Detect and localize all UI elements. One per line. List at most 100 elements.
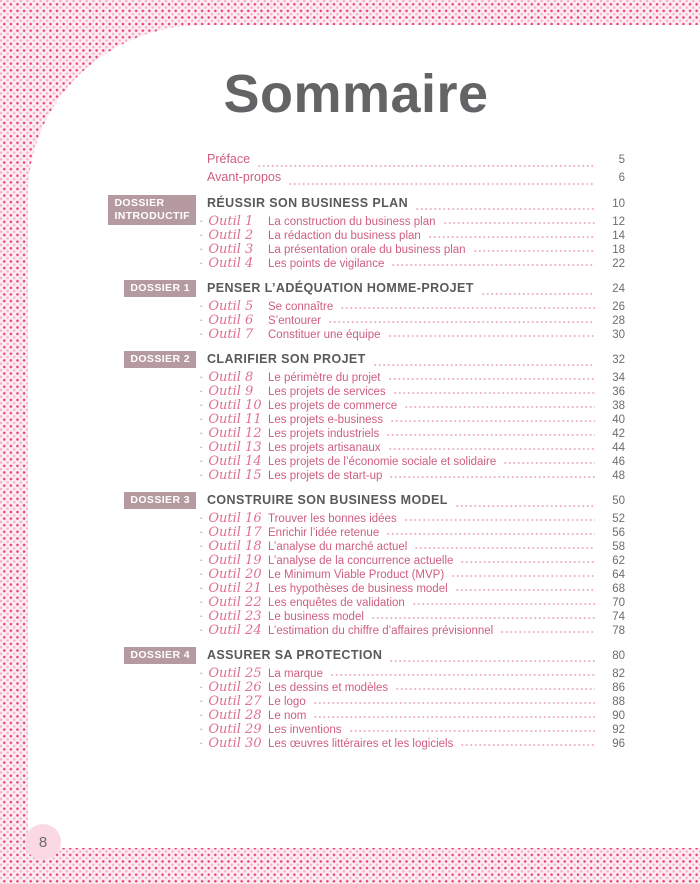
toc-entry-row: · Outil 5 Se connaître 26 [199,298,625,314]
dossier-badge-line: DOSSIER 2 [130,353,190,365]
bullet-icon: · [199,566,204,581]
entry-label: La marque [268,668,323,680]
toc-entry-row: · Outil 30 Les œuvres littéraires et les l… [199,735,625,751]
outil-cell: · Outil 25 [199,665,268,681]
leader-dots [348,729,595,733]
outil-cell: · Outil 11 [199,411,268,427]
entry-page-number: 48 [612,470,625,482]
entry-label: La construction du business plan [268,216,436,228]
outil-number: Outil 11 [208,412,262,427]
entry-label: Enrichir l’idée retenue [268,527,380,539]
leader-dots [387,377,595,381]
toc-entry-row: · Outil 10 Les projets de commerce 38 [199,397,625,413]
entry-page-number: 24 [612,283,625,295]
dossier-badge-line: DOSSIER 4 [130,649,190,661]
dossier-badge-wrap: DOSSIER 3 [108,492,196,509]
entry-label: Les inventions [268,724,342,736]
outil-cell: · Outil 16 [199,510,268,526]
bullet-icon: · [199,693,204,708]
entry-page-number: 96 [612,738,625,750]
section-header-row: RÉUSSIR SON BUSINESS PLAN 10 [207,193,625,213]
leader-dots [340,306,595,310]
entry-page-number: 22 [612,258,625,270]
page-number: 8 [38,833,48,851]
entry-label: Constituer une équipe [268,329,381,341]
outil-cell: · Outil 7 [199,326,268,342]
outil-cell: · Outil 27 [199,693,268,709]
leader-dots [387,447,595,451]
bullet-icon: · [199,227,204,242]
toc-entry-row: · Outil 24 L’estimation du chiffre d’affai… [199,622,625,638]
leader-dots [472,249,595,253]
bullet-icon: · [199,594,204,609]
entry-page-number: 38 [612,400,625,412]
entry-page-number: 40 [612,414,625,426]
dossier-badge: DOSSIER 3 [124,492,196,509]
entry-page-number: 10 [612,198,625,210]
toc-entry-row: · Outil 22 Les enquêtes de validation 70 [199,594,625,610]
bullet-icon: · [199,453,204,468]
toc-entry-row: · Outil 6 S’entourer 28 [199,312,625,328]
outil-cell: · Outil 28 [199,707,268,723]
outil-cell: · Outil 1 [199,213,268,229]
dossier-badge: DOSSIER 2 [124,351,196,368]
toc-entry-row: · Outil 9 Les projets de services 36 [199,383,625,399]
entry-page-number: 70 [612,597,625,609]
toc-section: DOSSIER INTRODUCTIF RÉUSSIR SON BUSINESS P… [108,193,625,271]
entry-page-number: 78 [612,625,625,637]
outil-number: Outil 12 [208,426,262,441]
entry-page-number: 62 [612,555,625,567]
entry-page-number: 18 [612,244,625,256]
leader-dots [480,292,595,296]
leader-dots [386,532,595,536]
section-header-row: PENSER L’ADÉQUATION HOMME-PROJET 24 [207,278,625,298]
bullet-icon: · [199,580,204,595]
entry-label: Les hypothèses de business model [268,583,448,595]
toc-entry-row: · Outil 4 Les points de vigilance 22 [199,255,625,271]
section-header-row: ASSURER SA PROTECTION 80 [207,645,625,665]
leader-dots [386,433,595,437]
bullet-icon: · [199,439,204,454]
bullet-icon: · [199,312,204,327]
outil-number: Outil 4 [208,256,254,271]
dossier-badge: DOSSIER 4 [124,647,196,664]
leader-dots [454,504,595,508]
leader-dots [451,574,595,578]
outil-number: Outil 18 [208,539,262,554]
entry-page-number: 44 [612,442,625,454]
outil-cell: · Outil 2 [199,227,268,243]
leader-dots [370,616,595,620]
bullet-icon: · [199,721,204,736]
dossier-badge: DOSSIER INTRODUCTIF [108,195,196,225]
outil-number: Outil 16 [208,511,262,526]
outil-number: Outil 17 [208,525,262,540]
entry-label: Les projets de commerce [268,400,398,412]
outil-cell: · Outil 24 [199,622,268,638]
bullet-icon: · [199,679,204,694]
outil-cell: · Outil 29 [199,721,268,737]
outil-number: Outil 21 [208,581,262,596]
toc-entry-row: · Outil 8 Le périmètre du projet 34 [199,369,625,385]
toc-entry-row: · Outil 18 L’analyse du marché actuel 58 [199,538,625,554]
outil-cell: · Outil 15 [199,467,268,483]
outil-number: Outil 29 [208,722,262,737]
leader-dots [395,687,595,691]
outil-cell: · Outil 13 [199,439,268,455]
entry-page-number: 88 [612,696,625,708]
leader-dots [288,182,595,186]
outil-number: Outil 15 [208,468,262,483]
bullet-icon: · [199,665,204,680]
entry-page-number: 68 [612,583,625,595]
entry-page-number: 14 [612,230,625,242]
outil-cell: · Outil 19 [199,552,268,568]
entry-page-number: 92 [612,724,625,736]
outil-number: Outil 22 [208,595,262,610]
leader-dots [414,546,595,550]
outil-number: Outil 27 [208,694,262,709]
entry-label: Les projets de l’économie sociale et sol… [268,456,497,468]
outil-number: Outil 7 [208,327,254,342]
outil-number: Outil 26 [208,680,262,695]
bullet-icon: · [199,510,204,525]
toc-entry-row: · Outil 29 Les inventions 92 [199,721,625,737]
